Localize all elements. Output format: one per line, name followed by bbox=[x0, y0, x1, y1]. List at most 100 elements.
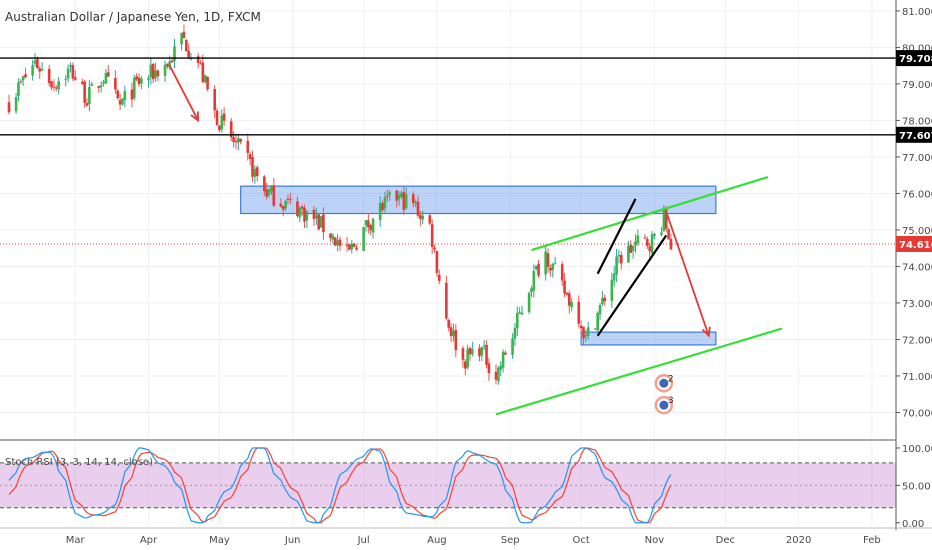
candle-body bbox=[612, 273, 616, 281]
candle-body bbox=[369, 225, 373, 231]
candle-14 bbox=[54, 85, 58, 92]
candle-body bbox=[594, 328, 597, 330]
candle-148 bbox=[499, 361, 503, 377]
candle-body bbox=[322, 214, 325, 233]
candle-51 bbox=[180, 32, 183, 51]
x-tick-label-4: Jul bbox=[357, 535, 370, 546]
candle-63 bbox=[218, 124, 221, 133]
candle-192 bbox=[646, 236, 649, 250]
candle-body bbox=[367, 220, 370, 228]
candle-body bbox=[220, 115, 224, 130]
candle-110 bbox=[371, 217, 375, 239]
candle-111 bbox=[378, 196, 382, 227]
candle-body bbox=[99, 85, 103, 87]
candle-body bbox=[147, 77, 150, 80]
candle-155 bbox=[520, 305, 524, 316]
flag-icon bbox=[659, 400, 669, 410]
candle-body bbox=[24, 74, 27, 78]
candle-body bbox=[560, 264, 564, 281]
candle-5 bbox=[24, 67, 27, 79]
candle-133 bbox=[449, 322, 453, 343]
y-tick-label-4: 77.000 bbox=[902, 153, 932, 164]
candle-184 bbox=[617, 249, 621, 264]
candle-body bbox=[603, 297, 607, 302]
candle-163 bbox=[549, 264, 552, 277]
candle-74 bbox=[253, 165, 257, 184]
candle-103 bbox=[350, 240, 354, 254]
candle-118 bbox=[400, 190, 403, 199]
candle-178 bbox=[598, 303, 602, 320]
price-tag-label: 74.616 bbox=[899, 240, 932, 251]
candle-body bbox=[336, 240, 339, 246]
candle-body bbox=[182, 31, 186, 39]
candle-40 bbox=[140, 75, 143, 90]
candle-121 bbox=[411, 191, 415, 208]
candle-body bbox=[237, 138, 240, 143]
candle-22 bbox=[83, 79, 86, 108]
candle-45 bbox=[156, 69, 160, 82]
candle-body bbox=[454, 330, 458, 351]
candle-183 bbox=[615, 248, 618, 283]
candle-41 bbox=[147, 75, 150, 88]
candle-body bbox=[421, 215, 425, 220]
candle-body bbox=[40, 69, 44, 71]
candle-123 bbox=[416, 195, 420, 219]
trendline-3 bbox=[596, 198, 637, 275]
candle-112 bbox=[381, 200, 384, 213]
event-marker-1: 3 bbox=[654, 395, 674, 415]
candle-body bbox=[80, 81, 84, 84]
candle-body bbox=[123, 91, 127, 101]
candle-body bbox=[350, 243, 354, 250]
candle-body bbox=[17, 82, 20, 96]
candle-body bbox=[97, 85, 101, 88]
candle-68 bbox=[234, 133, 238, 150]
candle-98 bbox=[333, 237, 337, 247]
candle-body bbox=[601, 297, 604, 305]
candles bbox=[7, 24, 673, 385]
candle-body bbox=[615, 256, 618, 275]
price-tag-label: 77.607 bbox=[899, 131, 932, 142]
candle-32 bbox=[116, 88, 120, 100]
candle-181 bbox=[610, 272, 614, 308]
candle-body bbox=[305, 211, 309, 221]
candle-152 bbox=[513, 323, 517, 346]
supply-demand-zone-0 bbox=[240, 185, 717, 215]
candle-body bbox=[251, 157, 254, 177]
candle-body bbox=[411, 194, 415, 204]
candle-body bbox=[14, 97, 18, 112]
candle-body bbox=[38, 68, 42, 72]
candle-194 bbox=[650, 230, 654, 258]
candle-90 bbox=[305, 210, 309, 228]
candle-6 bbox=[31, 59, 34, 81]
y-tick-label-9: 72.000 bbox=[902, 335, 932, 346]
candle-88 bbox=[300, 204, 304, 216]
candle-165 bbox=[553, 256, 557, 265]
candle-body bbox=[348, 244, 351, 250]
candle-body bbox=[445, 282, 448, 319]
candle-78 bbox=[267, 188, 271, 198]
candle-199 bbox=[667, 227, 670, 240]
candle-53 bbox=[185, 39, 188, 52]
candle-body bbox=[196, 56, 200, 63]
candle-70 bbox=[239, 138, 242, 145]
candle-body bbox=[21, 76, 25, 81]
candle-body bbox=[553, 262, 557, 264]
candle-body bbox=[570, 302, 573, 308]
candle-50 bbox=[173, 39, 176, 69]
candle-body bbox=[598, 305, 602, 315]
candle-body bbox=[118, 100, 122, 105]
x-tick-label-5: Aug bbox=[427, 535, 447, 546]
candle-59 bbox=[203, 74, 207, 84]
candle-127 bbox=[430, 219, 434, 255]
candle-body bbox=[383, 197, 387, 209]
candle-134 bbox=[452, 323, 455, 342]
candle-94 bbox=[319, 215, 323, 229]
candle-body bbox=[428, 215, 432, 224]
candle-body bbox=[435, 250, 439, 273]
candle-57 bbox=[199, 60, 202, 65]
candle-body bbox=[378, 202, 382, 220]
